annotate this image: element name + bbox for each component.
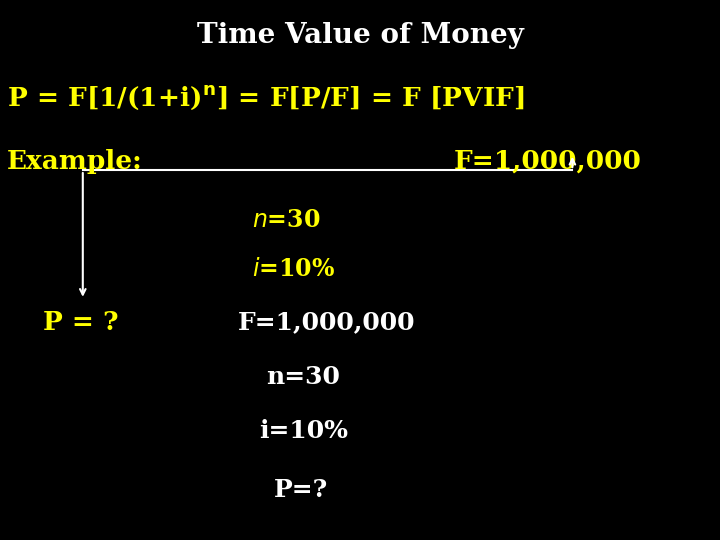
Text: $\mathit{n}$=30: $\mathit{n}$=30 [252,208,320,232]
Text: P = ?: P = ? [43,310,119,335]
Text: i=10%: i=10% [259,418,348,442]
Text: Example:: Example: [7,148,143,173]
Text: F=1,000,000: F=1,000,000 [454,148,642,173]
Text: $\mathit{i}$=10%: $\mathit{i}$=10% [252,256,335,280]
Text: F=1,000,000: F=1,000,000 [238,310,415,334]
Text: Time Value of Money: Time Value of Money [197,22,523,49]
Text: P = F[1/(1+i)$\mathbf{^n}$] = F[P/F] = F [PVIF]: P = F[1/(1+i)$\mathbf{^n}$] = F[P/F] = F… [7,84,525,112]
Text: n=30: n=30 [266,364,341,388]
Text: P=?: P=? [274,478,328,502]
